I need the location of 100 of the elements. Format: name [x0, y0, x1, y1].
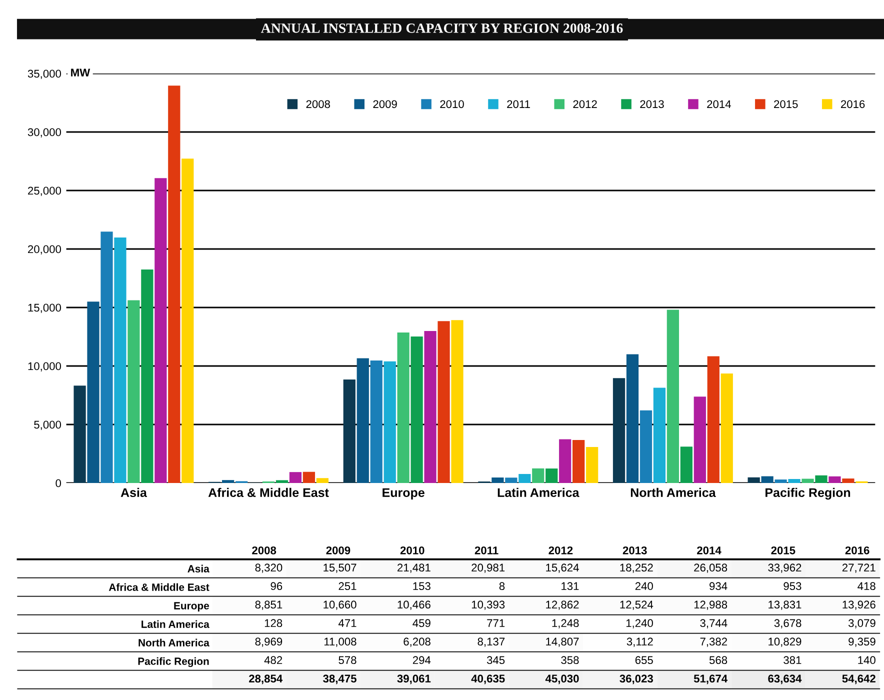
bar [316, 478, 329, 483]
data-label: 28,854 [249, 674, 283, 684]
x-tick-label: Pacific Region [766, 488, 850, 500]
legend-label: 2011 [507, 100, 530, 108]
bar [168, 86, 180, 483]
data-label: 1,248 [552, 619, 579, 628]
data-label: 3,744 [700, 619, 728, 628]
bar [87, 302, 100, 483]
bar [774, 480, 787, 483]
bar [680, 446, 692, 483]
bar [559, 439, 572, 483]
data-label: 131 [562, 582, 579, 590]
data-label: 240 [635, 582, 653, 590]
legend-label: 2010 [440, 100, 464, 108]
bar [694, 396, 706, 483]
bar [128, 300, 140, 483]
data-label: 15,624 [546, 564, 579, 573]
y-tick-label: 15,000 [28, 304, 62, 313]
data-label: 381 [784, 656, 802, 664]
data-label: 128 [264, 619, 282, 628]
bar [720, 374, 733, 483]
data-label: 13,926 [842, 600, 876, 610]
bar [397, 332, 410, 483]
data-label: 12,862 [546, 600, 579, 610]
data-label: 153 [413, 582, 430, 590]
data-label: 15,507 [324, 564, 356, 573]
y-tick-label: Pacific Region [138, 657, 209, 668]
bar [492, 477, 504, 483]
data-label: 20,981 [472, 564, 505, 573]
data-label: 8,137 [478, 638, 505, 647]
bar [640, 410, 652, 483]
data-label: 140 [858, 656, 876, 664]
bar [748, 477, 760, 483]
y-tick-label: 35,000 [28, 70, 62, 79]
y-tick-label: 10,000 [28, 362, 62, 372]
legend-label: 2013 [640, 100, 664, 108]
bar [532, 468, 544, 483]
data-label: 27,721 [842, 564, 876, 573]
x-tick-label: Africa & Middle East [208, 488, 329, 498]
data-label: 459 [412, 619, 430, 628]
y-tick-label: 5,000 [34, 420, 62, 430]
data-label: 8,851 [255, 600, 282, 610]
x-tick-label: 2016 [845, 546, 870, 554]
bar [384, 361, 396, 483]
data-label: 10,466 [398, 600, 430, 610]
bar [410, 336, 423, 483]
bar [842, 478, 854, 483]
bar [438, 321, 450, 483]
legend-label: 2012 [573, 100, 597, 108]
chart-title: ANNUAL INSTALLED CAPACITY BY REGION 2008-2016 [260, 24, 623, 33]
y-tick-label: Latin America [142, 620, 210, 628]
y-tick-label: Asia [188, 564, 210, 572]
data-label: 36,023 [620, 674, 653, 684]
data-label: 39,061 [397, 674, 431, 684]
bar [222, 480, 234, 483]
bar [505, 478, 518, 483]
bar [114, 238, 126, 483]
data-label: 14,807 [546, 638, 579, 647]
x-tick-label: Asia [120, 488, 147, 498]
data-label: 18,252 [620, 564, 653, 573]
data-label: 96 [270, 582, 282, 590]
data-label: 8,320 [255, 564, 282, 573]
bar [370, 360, 382, 483]
data-label: 45,030 [545, 674, 579, 684]
data-label: 10,829 [768, 638, 802, 647]
data-label: 26,058 [694, 564, 728, 573]
data-label: 294 [412, 656, 431, 664]
data-label: 418 [858, 582, 876, 590]
bar [302, 472, 316, 483]
bar [666, 310, 680, 483]
data-label: 51,674 [694, 674, 728, 684]
y-tick-label: 25,000 [28, 186, 62, 196]
bar [828, 476, 841, 483]
data-label: 8,969 [255, 638, 282, 647]
data-label: 568 [709, 656, 728, 664]
legend-label: 2015 [774, 100, 798, 108]
data-label: 578 [338, 656, 356, 664]
data-label: 655 [635, 656, 653, 664]
data-label: 771 [487, 619, 505, 627]
data-label: 54,642 [842, 674, 876, 684]
data-label: 471 [338, 619, 356, 627]
x-tick-label: 2008 [252, 546, 276, 554]
y-tick-label: 0 [56, 479, 62, 488]
x-tick-label: 2014 [697, 546, 722, 554]
data-label: 7,382 [700, 638, 727, 647]
data-label: 482 [264, 656, 282, 664]
data-label: 38,475 [323, 674, 356, 684]
data-label: 11,008 [324, 638, 356, 647]
y-tick-label: 30,000 [28, 128, 62, 138]
y-tick-label: 20,000 [28, 245, 62, 254]
data-label: 251 [338, 582, 356, 590]
data-label: 8 [499, 582, 505, 590]
bar [546, 468, 558, 483]
x-tick-label: 2013 [622, 546, 647, 554]
bar [154, 178, 167, 483]
bar [141, 269, 154, 483]
data-label: 12,988 [694, 600, 728, 610]
bar [100, 232, 113, 483]
data-label: 10,660 [324, 600, 356, 610]
y-axis-title: MW [71, 68, 90, 76]
